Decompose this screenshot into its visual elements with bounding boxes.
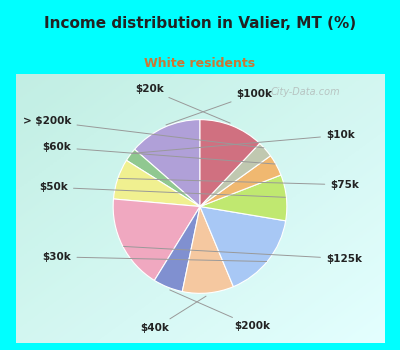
Wedge shape <box>200 156 281 206</box>
Text: $10k: $10k <box>132 130 355 153</box>
Wedge shape <box>135 120 200 206</box>
Text: Income distribution in Valier, MT (%): Income distribution in Valier, MT (%) <box>44 16 356 30</box>
Wedge shape <box>113 199 200 280</box>
Text: $60k: $60k <box>43 142 275 164</box>
Text: $30k: $30k <box>43 252 267 262</box>
Text: $40k: $40k <box>141 296 206 333</box>
Text: $125k: $125k <box>124 246 362 264</box>
Wedge shape <box>200 175 287 221</box>
Text: City-Data.com: City-Data.com <box>270 87 340 97</box>
Wedge shape <box>154 206 200 292</box>
Wedge shape <box>200 144 270 206</box>
Wedge shape <box>126 149 200 206</box>
Text: $200k: $200k <box>170 290 271 331</box>
Wedge shape <box>200 206 286 287</box>
Text: > $200k: > $200k <box>23 117 264 148</box>
Wedge shape <box>114 160 200 206</box>
Text: $20k: $20k <box>135 84 230 123</box>
Text: $50k: $50k <box>39 182 285 197</box>
Text: White residents: White residents <box>144 57 256 70</box>
Wedge shape <box>200 120 260 206</box>
Text: $100k: $100k <box>166 89 272 125</box>
Text: $75k: $75k <box>119 178 359 190</box>
Wedge shape <box>182 206 233 293</box>
